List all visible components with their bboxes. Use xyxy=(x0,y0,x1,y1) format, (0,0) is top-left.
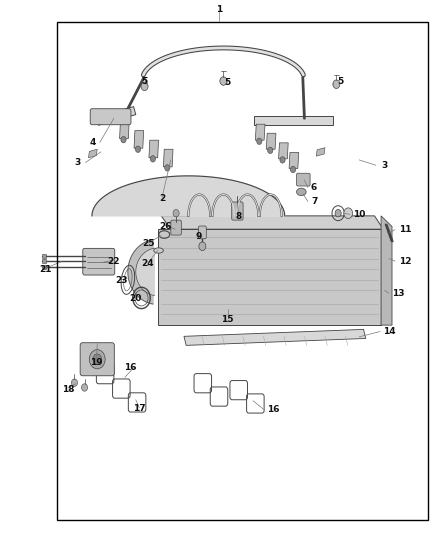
Circle shape xyxy=(150,156,155,162)
Circle shape xyxy=(71,379,78,386)
Text: 18: 18 xyxy=(62,385,74,393)
Polygon shape xyxy=(42,259,46,263)
Circle shape xyxy=(335,209,341,217)
Text: 5: 5 xyxy=(224,78,230,87)
Text: 21: 21 xyxy=(39,265,52,273)
Text: 9: 9 xyxy=(195,232,201,240)
Text: 20: 20 xyxy=(130,294,142,303)
Text: 24: 24 xyxy=(142,260,154,268)
FancyBboxPatch shape xyxy=(83,248,115,275)
Text: 5: 5 xyxy=(337,77,343,85)
Text: 15: 15 xyxy=(222,316,234,324)
Text: 8: 8 xyxy=(236,212,242,221)
FancyBboxPatch shape xyxy=(232,202,243,220)
Text: 25: 25 xyxy=(143,239,155,248)
FancyBboxPatch shape xyxy=(171,220,181,235)
Text: 7: 7 xyxy=(311,197,318,206)
Polygon shape xyxy=(316,148,325,156)
Text: 1: 1 xyxy=(216,5,222,13)
Text: 23: 23 xyxy=(116,277,128,285)
Text: 10: 10 xyxy=(353,210,365,219)
Text: 12: 12 xyxy=(399,257,411,265)
Text: 6: 6 xyxy=(311,183,317,192)
Polygon shape xyxy=(42,254,46,258)
Text: 16: 16 xyxy=(124,364,137,372)
Text: 19: 19 xyxy=(90,358,102,367)
Polygon shape xyxy=(88,149,97,158)
Text: 3: 3 xyxy=(75,158,81,167)
Polygon shape xyxy=(158,229,381,325)
Text: 5: 5 xyxy=(141,77,148,85)
Polygon shape xyxy=(120,121,129,139)
Polygon shape xyxy=(163,149,173,167)
Polygon shape xyxy=(279,143,288,159)
Polygon shape xyxy=(92,176,285,216)
Circle shape xyxy=(173,209,179,217)
Circle shape xyxy=(135,146,141,152)
Polygon shape xyxy=(96,107,136,125)
Text: 13: 13 xyxy=(392,289,405,297)
FancyBboxPatch shape xyxy=(198,226,206,239)
Circle shape xyxy=(257,138,262,144)
Text: 14: 14 xyxy=(383,327,396,336)
Circle shape xyxy=(333,80,340,88)
Circle shape xyxy=(81,384,88,391)
Polygon shape xyxy=(381,216,392,325)
Circle shape xyxy=(121,136,126,143)
Circle shape xyxy=(93,354,102,365)
Polygon shape xyxy=(42,265,46,269)
Polygon shape xyxy=(289,152,299,168)
Ellipse shape xyxy=(297,188,306,196)
Polygon shape xyxy=(255,124,265,140)
Circle shape xyxy=(280,157,285,163)
Circle shape xyxy=(165,165,170,171)
Circle shape xyxy=(89,350,105,369)
Polygon shape xyxy=(254,116,333,125)
FancyBboxPatch shape xyxy=(80,343,114,376)
FancyBboxPatch shape xyxy=(90,109,131,125)
Polygon shape xyxy=(134,131,144,148)
Text: 26: 26 xyxy=(159,222,172,231)
Polygon shape xyxy=(184,329,366,345)
Text: 3: 3 xyxy=(381,161,387,169)
Circle shape xyxy=(268,147,273,154)
Circle shape xyxy=(290,166,296,173)
Polygon shape xyxy=(149,140,159,158)
FancyBboxPatch shape xyxy=(297,173,310,186)
Text: 17: 17 xyxy=(133,405,145,413)
Polygon shape xyxy=(136,248,154,295)
Circle shape xyxy=(220,77,227,85)
Circle shape xyxy=(199,242,206,251)
Text: 22: 22 xyxy=(108,257,120,265)
Text: 4: 4 xyxy=(90,138,96,147)
Bar xyxy=(57,22,428,520)
Text: 11: 11 xyxy=(399,225,411,234)
Circle shape xyxy=(344,208,353,219)
Text: 2: 2 xyxy=(159,195,165,203)
Text: 16: 16 xyxy=(267,405,280,414)
Polygon shape xyxy=(128,240,153,304)
Polygon shape xyxy=(161,216,383,229)
Circle shape xyxy=(141,82,148,91)
Polygon shape xyxy=(266,133,276,149)
Ellipse shape xyxy=(154,248,163,253)
